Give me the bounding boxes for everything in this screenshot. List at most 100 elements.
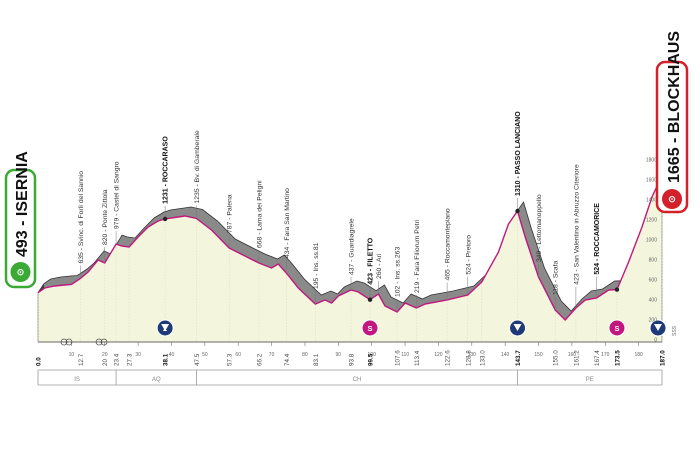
feed-zone-icons (60, 338, 108, 346)
distance-tick-label: 80 (302, 352, 308, 358)
profile-point-marker (614, 287, 620, 292)
region-frame (37, 369, 663, 386)
sprint-icon (361, 319, 379, 337)
landmark-label: 118 - Scafa (553, 261, 560, 295)
distance-tick-label: 40 (169, 352, 175, 358)
km-label: 38.1 (163, 353, 170, 366)
finish-badge: ⊙ 1665 - BLOCKHAUS (655, 31, 689, 214)
landmark-label: 349 - Lettomanoppello (536, 194, 543, 262)
km-label: 187.0 (660, 350, 667, 366)
km-label: 155.0 (553, 350, 560, 366)
km-label: 20 (102, 358, 109, 366)
altitude-tick-label: 1000 (646, 238, 657, 244)
region-code: PE (586, 377, 594, 383)
distance-tick-label: 130 (468, 352, 477, 358)
profile-point-marker (162, 216, 168, 222)
landmark-label: 195 - Ins. ss.81 (313, 242, 320, 289)
km-label: 161.2 (573, 350, 580, 366)
landmark-label: 102 - Ins. ss.263 (395, 247, 402, 297)
km-label: 93.8 (349, 353, 356, 366)
distance-tick-label: 170 (601, 352, 610, 358)
distance-tick-label: 70 (269, 352, 275, 358)
altitude-tick-label: 600 (649, 278, 658, 284)
altitude-tick-label: 0 (654, 338, 657, 344)
distance-tick-label: 50 (202, 352, 208, 358)
km-label: 173.5 (614, 350, 621, 366)
landmark-label: 635 - Svinc. di Forlì del Sannio (78, 171, 85, 264)
altitude-tick-label: 1600 (646, 178, 657, 184)
profile-line (37, 175, 663, 322)
start-label: 493 - ISERNIA (14, 151, 31, 257)
landmark-label: 260 - Ari (376, 253, 383, 279)
landmark-label: 1310 - PASSO LANCIANO (515, 111, 522, 196)
km-label: 99.5 (368, 353, 375, 366)
svg-text:SSS: SSS (672, 325, 678, 336)
km-label: 27.3 (127, 353, 134, 366)
km-label: 74.4 (284, 353, 291, 366)
distance-tick-label: 150 (534, 352, 543, 358)
landmark-label: 219 - Fara Filiorum Petri (414, 219, 421, 293)
landmark-label: 820 - Ponte Zittola (102, 189, 109, 245)
finish-label: 1665 - BLOCKHAUS (666, 31, 683, 183)
km-label: 47.5 (194, 353, 201, 366)
bicycle-icon (662, 189, 682, 209)
distance-tick-label: 100 (368, 352, 377, 358)
altitude-tick-label: 200 (649, 318, 658, 324)
sprint-icon (608, 319, 626, 337)
landmark-label: 423 - San Valentino in Abruzzo Citeriore (573, 164, 580, 285)
start-badge: ⊙ 493 - ISERNIA (4, 151, 37, 289)
bicycle-icon (10, 262, 31, 282)
distance-tick-label: 110 (401, 352, 409, 358)
profile-point-marker (367, 297, 373, 302)
altitude-tick-label: 1800 (646, 158, 657, 164)
distance-tick-label: 30 (135, 352, 141, 358)
landmark-label: 787 - Palena (227, 194, 234, 233)
landmark-label: 524 - Pretoro (465, 235, 472, 275)
altitude-tick-label: 1200 (646, 218, 657, 224)
altitude-tick-label: 1400 (646, 198, 657, 204)
distance-tick-label: 20 (102, 352, 108, 358)
km-label: 107.6 (395, 350, 402, 366)
km-label: 66.2 (256, 353, 263, 366)
km-label: 143.7 (515, 350, 522, 366)
climb-arrow-icon (654, 324, 662, 331)
distance-tick-label: 90 (336, 352, 342, 358)
region-code: AQ (152, 377, 161, 383)
km-label: 12.7 (78, 353, 85, 366)
km-label: 122.6 (445, 350, 452, 366)
distance-tick-label: 60 (235, 352, 241, 358)
km-label: 133.0 (479, 350, 486, 366)
finish-line-icon: SSS (672, 325, 678, 336)
km-label: 23.4 (114, 353, 121, 366)
climb-arrow-icon (513, 324, 522, 331)
marker-label: S (614, 324, 619, 333)
distance-tick-label: 120 (434, 352, 443, 358)
distance-tick-label: 180 (634, 352, 643, 358)
km-label: 83.1 (313, 353, 320, 366)
region-code: CH (353, 377, 362, 383)
landmark-label: 979 - Castel di Sangro (114, 161, 121, 229)
distance-tick-label: 140 (501, 352, 510, 358)
marker-label: S (368, 324, 373, 333)
landmark-label: 437 - Guardiagrele (349, 218, 356, 275)
landmark-label: 1231 - ROCCARASO (163, 136, 170, 204)
climb-arrow-icon (161, 324, 170, 331)
distance-tick-label: 160 (568, 352, 577, 358)
profile-point-marker (515, 208, 520, 214)
km-label: 57.3 (227, 353, 234, 366)
distance-tick-label: 10 (69, 352, 75, 358)
km-label: 167.4 (594, 350, 601, 366)
km-label: 113.4 (414, 350, 421, 366)
finish-bike-glyph: ⊙ (668, 194, 676, 204)
landmark-label: 524 - ROCCAMORICE (594, 203, 601, 275)
altitude-tick-label: 400 (649, 298, 658, 304)
start-bike-glyph: ⊙ (17, 267, 25, 277)
landmark-label: 434 - Fara San Martino (284, 188, 291, 258)
km-label: 0.0 (36, 357, 43, 366)
landmark-label: 668 - Lama dei Peligni (256, 180, 263, 248)
landmark-label: 1235 - Bv. di Gamberale (194, 130, 201, 203)
landmark-label: 465 - Roccamontepiano (445, 208, 452, 280)
km-label: 128.8 (465, 350, 472, 366)
region-code: IS (74, 377, 80, 383)
